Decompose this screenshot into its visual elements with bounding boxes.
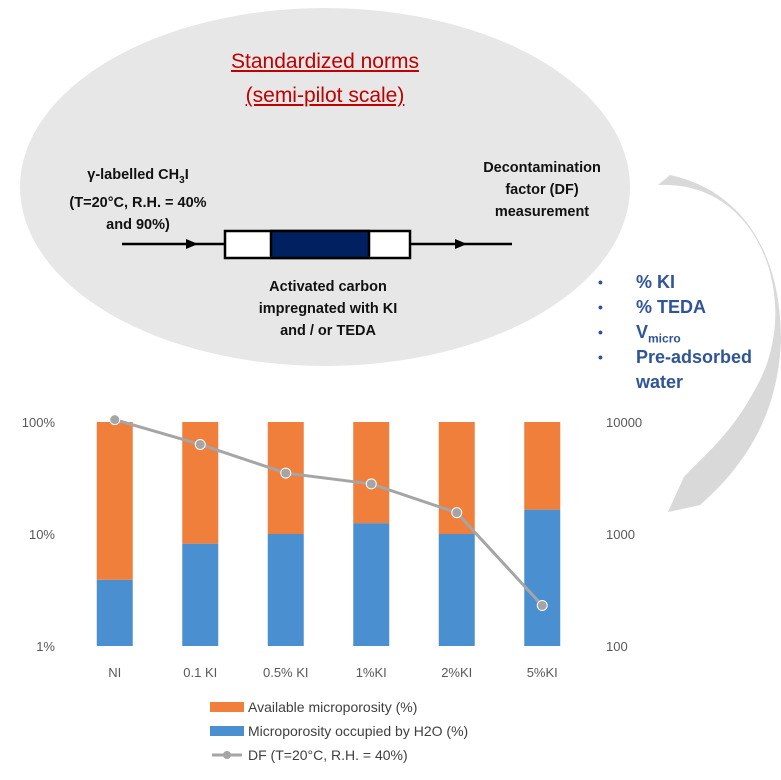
df-line xyxy=(114,418,544,607)
parameter-item: •% TEDA xyxy=(598,297,707,317)
bar-available xyxy=(96,422,133,580)
bed-label: Activated carbon impregnated with KI and… xyxy=(218,276,438,342)
bed-label-line1: Activated carbon xyxy=(269,279,387,295)
legend-item-available: Available microporosity (%) xyxy=(210,695,468,719)
output-label-line3: measurement xyxy=(494,204,590,220)
output-label: Decontamination factor (DF) measurement xyxy=(462,157,622,223)
legend-label-df: DF (T=20°C, R.H. = 40%) xyxy=(248,747,408,763)
y-tick-label: 10% xyxy=(29,527,55,542)
input-label-line1: γ-labelled CH3I xyxy=(87,167,189,186)
bar-occupied xyxy=(524,509,561,646)
curved-arrow-head-icon xyxy=(668,477,700,512)
y2-tick-label: 1000 xyxy=(606,527,635,542)
output-label-line1: Decontamination xyxy=(483,160,601,176)
chart-legend: Available microporosity (%) Microporosit… xyxy=(210,695,468,767)
parameter-item: water xyxy=(636,372,684,392)
df-point xyxy=(280,467,292,479)
bar-occupied xyxy=(353,523,390,646)
curved-arrow-icon xyxy=(658,175,781,512)
df-point xyxy=(536,599,548,611)
bullet-icon: • xyxy=(598,349,603,365)
bed-label-line2: impregnated with KI xyxy=(258,301,398,317)
output-label-line2: factor (DF) xyxy=(505,182,579,198)
legend-swatch-blue xyxy=(210,726,244,736)
x-tick-label: 0.5% KI xyxy=(263,665,309,680)
scheme-title: Standardized norms xyxy=(231,50,419,73)
legend-swatch-orange xyxy=(210,702,244,712)
bar-available xyxy=(524,422,561,510)
bar-occupied xyxy=(182,543,219,646)
bar-available xyxy=(353,422,390,524)
outlet-arrow-icon xyxy=(455,239,467,249)
legend-item-df: DF (T=20°C, R.H. = 40%) xyxy=(210,743,468,767)
input-label: γ-labelled CH3I (T=20°C, R.H. = 40% and … xyxy=(38,164,238,236)
input-label-line2: (T=20°C, R.H. = 40% xyxy=(69,194,207,211)
df-point xyxy=(365,478,377,490)
x-tick-label: NI xyxy=(108,665,121,680)
df-point xyxy=(194,438,206,450)
scheme-background xyxy=(20,8,630,366)
x-tick-label: 0.1 KI xyxy=(183,665,217,680)
df-point xyxy=(109,414,121,426)
bed-label-line3: and / or TEDA xyxy=(280,323,376,339)
parameter-item: •% KI xyxy=(598,272,676,292)
bullet-icon: • xyxy=(598,299,603,315)
parameter-list: •% KI •% TEDA • Vmicro • Pre-adsorbed wate… xyxy=(598,272,752,397)
parameter-item: • Pre-adsorbed xyxy=(598,347,753,367)
inlet-arrow-icon xyxy=(186,239,198,249)
legend-line-marker-icon xyxy=(212,751,242,759)
legend-item-occupied: Microporosity occupied by H2O (%) xyxy=(210,719,468,743)
x-tick-label: 5%KI xyxy=(527,665,558,680)
y2-tick-label: 10000 xyxy=(606,415,642,430)
df-point xyxy=(451,507,463,519)
y-tick-label: 100% xyxy=(22,415,56,430)
carbon-bed xyxy=(269,229,371,260)
y-tick-label: 1% xyxy=(36,639,55,654)
scheme-subtitle: (semi-pilot scale) xyxy=(245,84,405,107)
x-tick-label: 2%KI xyxy=(441,665,472,680)
bar-occupied xyxy=(96,579,133,646)
legend-label-occupied: Microporosity occupied by H2O (%) xyxy=(248,723,469,739)
x-tick-label: 1%KI xyxy=(356,665,387,680)
input-label-line3: and 90%) xyxy=(106,216,170,233)
bullet-icon: • xyxy=(598,274,603,290)
bullet-icon: • xyxy=(598,324,603,340)
y2-tick-label: 100 xyxy=(606,639,628,654)
bar-occupied xyxy=(267,534,304,646)
parameter-item: • Vmicro xyxy=(598,322,681,346)
bar-occupied xyxy=(438,534,475,646)
legend-label-available: Available microporosity (%) xyxy=(248,699,418,715)
